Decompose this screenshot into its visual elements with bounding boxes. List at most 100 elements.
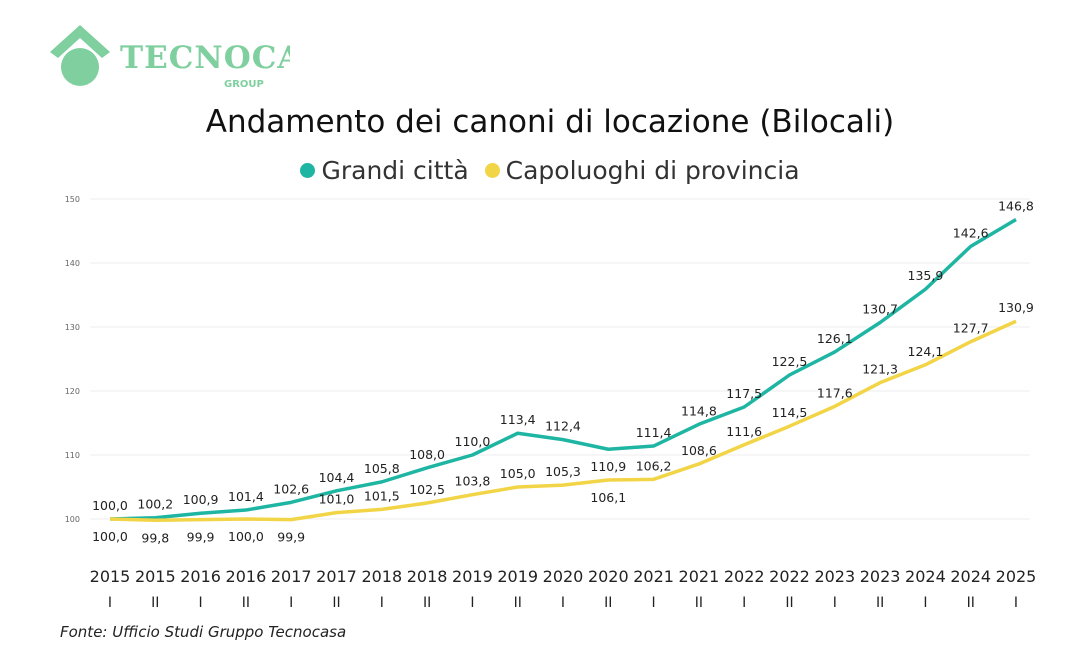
x-tick-year: 2024 [905,567,946,586]
x-tick-half: I [742,595,746,611]
x-tick-half: I [923,595,927,611]
x-tick-half: I [199,595,203,611]
y-tick-label: 110 [65,451,80,460]
data-label: 106,2 [636,458,672,473]
x-tick-year: 2023 [814,567,855,586]
x-tick-year: 2020 [543,567,584,586]
data-label: 104,4 [319,470,355,485]
data-label: 111,4 [636,425,672,440]
data-label: 111,6 [726,424,762,439]
data-label: 99,8 [141,530,169,545]
data-label: 127,7 [953,321,989,336]
data-label: 117,5 [726,386,762,401]
data-label: 114,5 [772,405,808,420]
x-tick-year: 2023 [860,567,901,586]
x-tick-half: I [470,595,474,611]
x-tick-half: II [876,595,884,611]
x-tick-year: 2019 [452,567,493,586]
x-tick-year: 2016 [226,567,267,586]
data-label: 110,9 [590,459,626,474]
legend-marker [484,162,500,178]
data-label: 108,6 [681,443,717,458]
x-tick-half: II [695,595,703,611]
x-tick-half: II [423,595,431,611]
data-label: 100,0 [228,529,264,544]
data-label: 100,9 [183,492,219,507]
x-tick-half: I [833,595,837,611]
x-tick-half: I [289,595,293,611]
data-label: 121,3 [862,362,898,377]
data-label: 105,8 [364,461,400,476]
data-label: 142,6 [953,225,989,240]
x-tick-half: I [652,595,656,611]
data-label: 101,4 [228,489,264,504]
x-tick-half: I [108,595,112,611]
legend-marker [300,162,316,178]
x-tick-half: II [604,595,612,611]
series-line-grandi-citta [109,217,1017,521]
x-tick-half: I [380,595,384,611]
data-label: 108,0 [409,447,445,462]
x-tick-year: 2022 [724,567,765,586]
x-tick-year: 2015 [90,567,131,586]
data-label: 99,9 [187,530,215,545]
data-label: 113,4 [500,412,536,427]
data-label: 135,9 [908,268,944,283]
x-tick-year: 2015 [135,567,176,586]
data-label: 103,8 [455,474,491,489]
x-tick-half: II [151,595,159,611]
data-label: 99,9 [277,530,305,545]
data-label: 102,5 [409,482,445,497]
data-label: 146,8 [998,198,1034,213]
data-label: 117,6 [817,385,853,400]
data-label: 130,7 [862,302,898,317]
y-tick-label: 100 [65,515,80,524]
data-label: 100,0 [92,529,128,544]
x-tick-half: II [242,595,250,611]
series-line-capoluoghi [109,319,1017,523]
data-label: 105,0 [500,466,536,481]
x-tick-year: 2021 [679,567,720,586]
y-tick-label: 150 [65,195,80,204]
data-label: 112,4 [545,419,581,434]
y-tick-label: 120 [65,387,80,396]
legend-item-grandi-citta: Grandi città [300,156,469,185]
x-tick-year: 2017 [316,567,357,586]
data-label: 105,3 [545,464,581,479]
x-tick-year: 2024 [950,567,991,586]
data-label: 130,9 [998,300,1034,315]
data-label: 100,2 [137,497,173,512]
legend: Grandi città Capoluoghi di provincia [0,156,1067,185]
data-label: 126,1 [817,331,853,346]
source-note: Fonte: Ufficio Studi Gruppo Tecnocasa [60,623,347,641]
x-tick-year: 2022 [769,567,810,586]
x-tick-half: II [967,595,975,611]
svg-text:GROUP: GROUP [224,79,264,90]
x-tick-year: 2021 [633,567,674,586]
x-tick-half: II [785,595,793,611]
legend-label: Capoluoghi di provincia [505,156,800,185]
data-label: 101,5 [364,488,400,503]
x-tick-year: 2020 [588,567,629,586]
data-label: 114,8 [681,403,717,418]
data-label: 110,0 [455,434,491,449]
y-tick-label: 140 [65,259,80,268]
data-label: 100,0 [92,498,128,513]
legend-label: Grandi città [321,156,469,185]
data-label: 122,5 [772,354,808,369]
x-tick-half: II [514,595,522,611]
x-tick-year: 2016 [180,567,221,586]
x-tick-year: 2025 [996,567,1037,586]
chart-title: Andamento dei canoni di locazione (Biloc… [205,104,895,140]
y-tick-label: 130 [65,323,80,332]
x-tick-year: 2018 [407,567,448,586]
data-label: 101,0 [319,492,355,507]
x-tick-year: 2017 [271,567,312,586]
data-label: 106,1 [590,490,626,505]
x-tick-year: 2019 [497,567,538,586]
data-label: 124,1 [908,344,944,359]
data-label: 102,6 [273,481,309,496]
x-tick-half: II [332,595,340,611]
legend-item-capoluoghi: Capoluoghi di provincia [484,156,800,185]
